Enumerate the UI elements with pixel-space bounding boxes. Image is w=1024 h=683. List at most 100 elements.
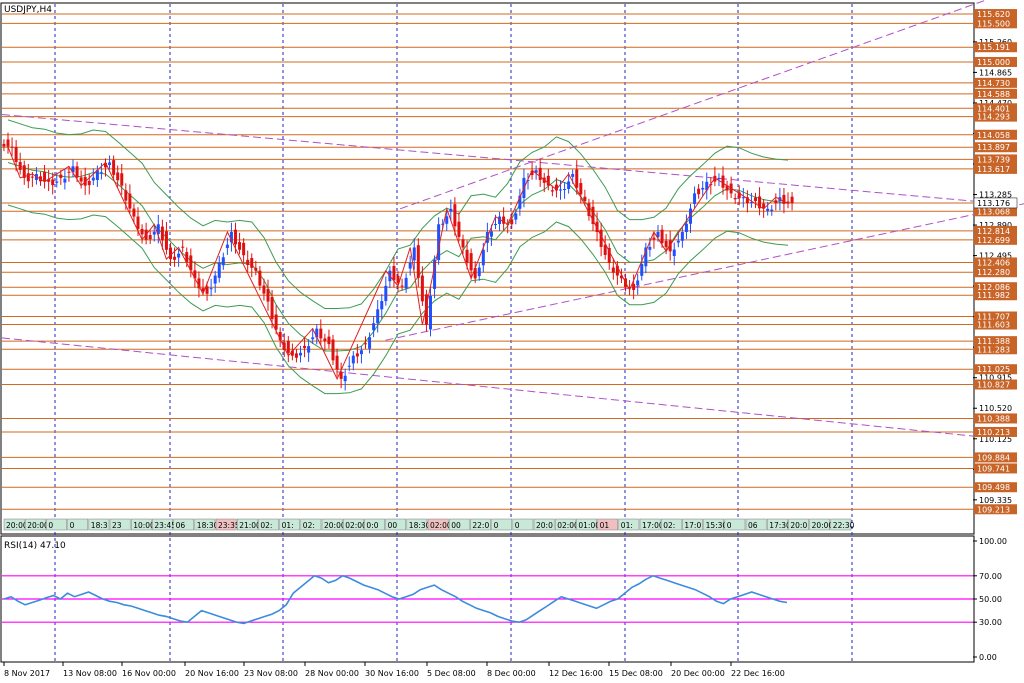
horizontal-levels: [2, 13, 973, 510]
session-box: [830, 518, 852, 531]
candle-body: [327, 336, 331, 345]
session-label: 20:00: [6, 521, 28, 530]
candle-body: [95, 170, 99, 180]
level-price-label: 110.213: [977, 428, 1010, 437]
session-box: [406, 518, 428, 531]
session-box: [597, 518, 619, 531]
level-price-label: 112.699: [977, 236, 1010, 245]
candle-body: [359, 350, 363, 355]
session-label: 22:0: [472, 521, 489, 530]
level-price-box: [974, 282, 1017, 293]
x-tick-label: 16 Nov 00:00: [122, 669, 176, 678]
session-box: [109, 518, 131, 531]
x-tick-label: 12 Dec 16:00: [549, 669, 603, 678]
level-price-label: 113.897: [977, 143, 1010, 152]
level-price-label: 109.884: [977, 453, 1010, 462]
session-box: [194, 518, 216, 531]
candle-body: [364, 343, 367, 345]
session-box: [554, 518, 576, 531]
session-label: 02:00: [345, 521, 367, 530]
candle-body: [416, 245, 420, 278]
y-tick-label: 114.865: [979, 68, 1012, 77]
x-tick-label: 15 Dec 08:00: [609, 669, 663, 678]
candle-body: [177, 253, 181, 258]
x-tick-label: 30 Nov 16:00: [365, 669, 419, 678]
session-label: 15:30: [706, 521, 728, 530]
session-label: 20:00: [27, 521, 49, 530]
candle-body: [335, 355, 339, 370]
candle-body: [563, 188, 567, 190]
candle-body: [550, 190, 554, 192]
candle-body: [79, 177, 83, 182]
candle-body: [494, 224, 497, 226]
session-label: 0: [494, 521, 499, 530]
session-label: 02:00: [430, 521, 452, 530]
x-tick-label: 8 Dec 00:00: [487, 669, 536, 678]
candle-body: [108, 162, 112, 166]
session-label: 00: [451, 521, 461, 530]
candle-body: [660, 229, 664, 244]
level-price-box: [974, 77, 1017, 88]
candle-body: [433, 260, 437, 289]
candle-body: [786, 201, 790, 204]
session-label: 23:35: [218, 521, 240, 530]
candle-body: [22, 165, 26, 178]
candle-body: [18, 161, 22, 170]
candle-body: [87, 181, 91, 186]
candle-body: [632, 283, 636, 290]
candle-body: [2, 143, 6, 147]
candle-body: [762, 203, 766, 209]
session-box: [364, 518, 385, 531]
session-box: [682, 518, 703, 531]
level-price-box: [974, 154, 1017, 165]
level-price-box: [974, 111, 1017, 122]
level-price-label: 114.588: [977, 90, 1010, 99]
session-label: 06: [748, 521, 758, 530]
session-label: 17:30: [769, 521, 791, 530]
session-label: 0: [515, 521, 520, 530]
session-box: [724, 518, 746, 531]
session-label: 20:0: [790, 521, 807, 530]
session-box: [279, 518, 301, 531]
session-box: [67, 518, 89, 531]
candle-body: [664, 240, 668, 248]
candle-body: [6, 139, 10, 147]
candle-body: [152, 231, 156, 235]
candle-body: [554, 184, 558, 191]
candle-body: [59, 174, 63, 178]
candle-body: [294, 353, 298, 358]
candle-body: [571, 174, 575, 177]
level-price-label: 113.739: [977, 155, 1010, 164]
session-box: [236, 518, 258, 531]
level-price-box: [974, 290, 1017, 301]
candle-body: [567, 181, 571, 189]
candle-body: [376, 309, 380, 324]
candle-body: [392, 266, 396, 281]
candle-body: [343, 375, 347, 382]
level-price-label: 112.406: [977, 258, 1010, 267]
candle-body: [185, 252, 189, 263]
upper-band: [7, 119, 789, 309]
candle-body: [120, 173, 124, 186]
level-price-label: 113.617: [977, 165, 1010, 174]
zigzag-line: [7, 146, 789, 381]
candles: [2, 132, 794, 391]
session-box: [703, 518, 725, 531]
x-tick-label: 13 Nov 08:00: [63, 669, 117, 678]
level-price-box: [974, 225, 1017, 236]
session-label: 23:45: [154, 521, 176, 530]
candle-body: [213, 275, 217, 284]
candle-body: [266, 288, 270, 302]
candle-body: [30, 176, 34, 178]
price-axis: 115.260114.865114.470114.075113.680113.2…: [973, 9, 1018, 515]
candle-body: [372, 323, 376, 331]
candle-body: [99, 172, 103, 174]
candle-body: [104, 162, 107, 168]
session-label: 0: [70, 521, 75, 530]
level-price-label: 110.388: [977, 414, 1010, 423]
candle-body: [721, 175, 725, 188]
level-price-box: [974, 379, 1017, 390]
level-price-label: 109.498: [977, 483, 1010, 492]
lower-band: [7, 204, 789, 395]
